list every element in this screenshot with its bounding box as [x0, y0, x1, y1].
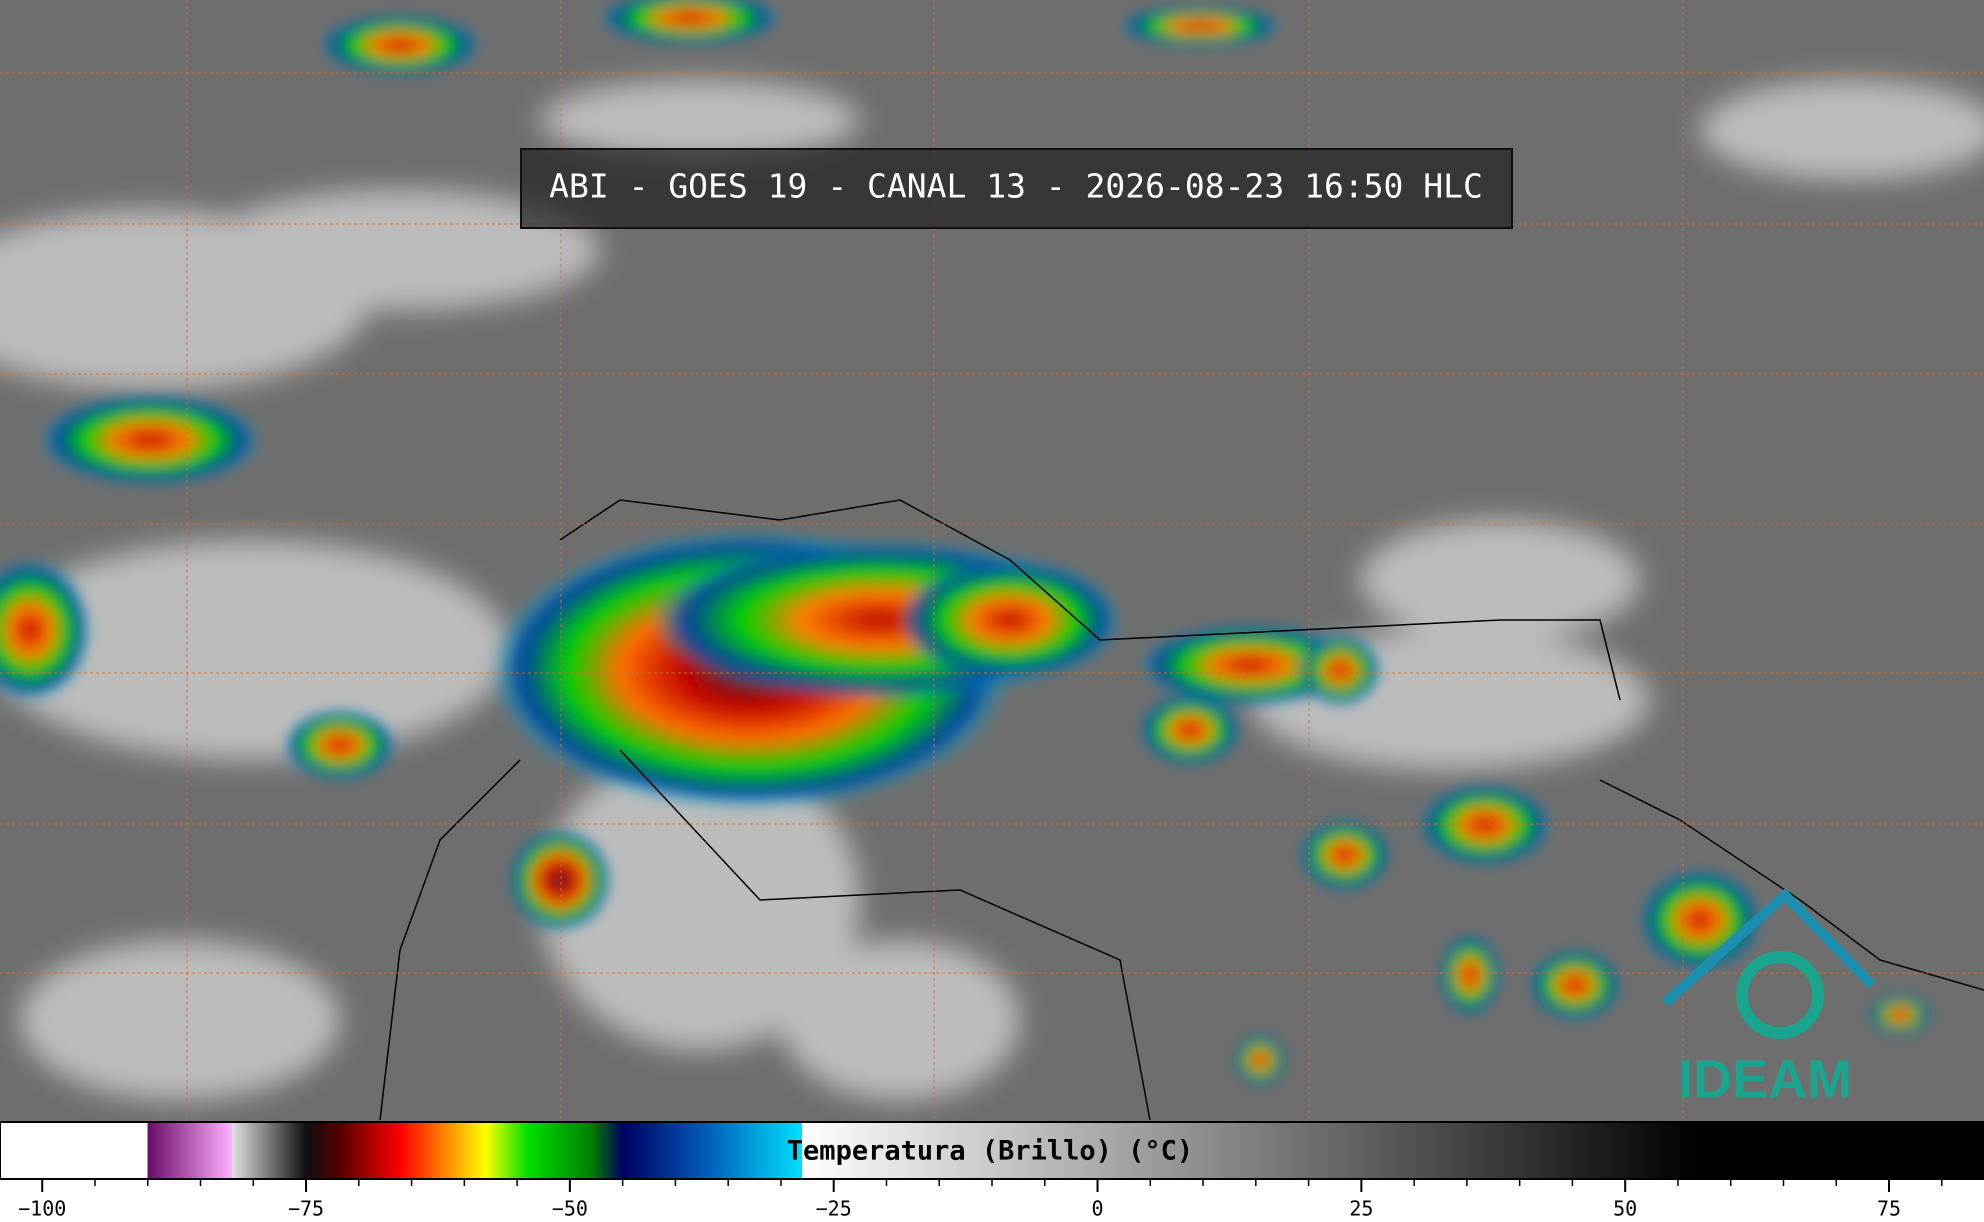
colorbar-tick-label: −50	[552, 1197, 588, 1221]
colorbar-tick-label: −25	[816, 1197, 852, 1221]
title: ABI - GOES 19 - CANAL 13 - 2026-08-23 16…	[549, 167, 1483, 206]
colorbar-tick-label: −75	[288, 1197, 324, 1221]
colorbar-tick-label: 75	[1877, 1197, 1901, 1221]
colorbar-tick-label: −100	[18, 1197, 66, 1221]
title-box: ABI - GOES 19 - CANAL 13 - 2026-08-23 16…	[520, 148, 1513, 229]
logo: IDEAM	[1661, 888, 1876, 1109]
colorbar-gradient	[0, 1121, 1984, 1180]
colorbar-tick-label: 0	[1092, 1197, 1104, 1221]
logo-text: IDEAM	[1678, 1049, 1852, 1109]
colorbar: Temperatura (Brillo) (°C) −100 −75 −50 −25 0…	[0, 1121, 1984, 1221]
colorbar-label: Temperatura (Brillo) (°C)	[787, 1136, 1193, 1167]
colorbar-tick-label: 25	[1349, 1197, 1373, 1221]
colorbar-tick-label: 50	[1613, 1197, 1637, 1221]
